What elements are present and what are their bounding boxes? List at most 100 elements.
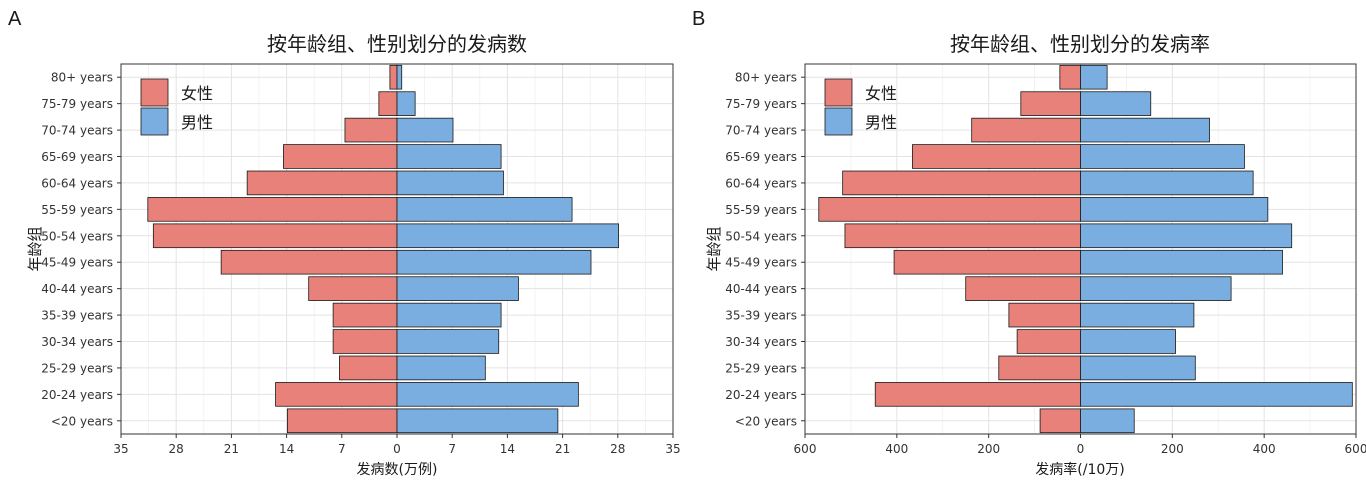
bar-female-7 [844,223,1081,249]
x-tick-label: 600 [1345,442,1366,456]
bar-male-10 [1080,144,1245,169]
bar-female-13 [1059,64,1081,90]
y-tick-label: 75-79 years [41,97,113,111]
legend-swatch-male [140,107,169,136]
legend-label-male: 男性 [181,113,213,132]
bar-male-3 [1080,329,1176,354]
x-tick-label: 28 [610,442,625,456]
y-tick-label: 60-64 years [41,176,113,190]
chart-title: 按年龄组、性别划分的发病数 [267,32,527,56]
bar-female-7 [152,223,398,249]
y-axis-label: 年龄组 [705,226,723,271]
y-tick-label: 45-49 years [41,256,113,270]
y-tick-label: 80+ years [51,71,113,85]
y-tick-label: <20 years [735,414,797,428]
x-tick-label: 600 [794,442,817,456]
y-tick-label: 40-44 years [41,282,113,296]
x-tick-label: 400 [885,442,908,456]
y-tick-label: 70-74 years [41,124,113,138]
x-tick-label: 14 [279,442,294,456]
chart-panel-a: <20 years 20-24 years 25-29 years 30-34 yea… [26,32,681,478]
x-tick-label: 400 [1253,442,1276,456]
bar-female-3 [1016,329,1081,354]
y-tick-label: 35-39 years [725,309,797,323]
legend-label-female: 女性 [865,84,897,103]
bar-female-5 [308,276,398,301]
y-tick-label: 65-69 years [725,150,797,164]
bar-female-1 [874,382,1081,407]
bar-female-0 [286,408,398,434]
bar-female-8 [818,197,1081,222]
legend-swatch-male [824,107,853,136]
x-tick-label: 21 [555,442,570,456]
bar-female-12 [378,91,398,116]
legend-swatch-female [824,78,853,107]
y-tick-label: 70-74 years [725,124,797,138]
chart-panel-b: <20 years 20-24 years 25-29 years 30-34 yea… [705,32,1366,478]
bar-female-10 [283,144,398,169]
bar-male-9 [1080,170,1254,196]
x-tick-label: 28 [169,442,184,456]
bar-female-2 [339,355,398,381]
bar-male-3 [396,329,500,354]
bar-male-1 [1080,382,1353,407]
y-tick-label: 50-54 years [41,229,113,243]
y-tick-label: 25-29 years [725,361,797,375]
y-tick-label: 55-59 years [41,203,113,217]
y-tick-label: 40-44 years [725,282,797,296]
y-tick-label: 30-34 years [41,335,113,349]
bar-male-4 [1080,302,1195,328]
bar-female-3 [332,329,398,354]
bar-female-9 [246,170,398,196]
bar-male-9 [396,170,504,196]
x-tick-label: 0 [393,442,401,456]
bar-female-12 [1020,91,1081,116]
bar-male-8 [396,197,573,222]
bar-male-12 [1080,91,1152,116]
bar-male-11 [396,117,454,143]
x-tick-label: 200 [1161,442,1184,456]
bar-female-13 [389,64,398,90]
bar-female-4 [1008,302,1081,328]
legend-swatch-female [140,78,169,107]
y-tick-label: 45-49 years [725,256,797,270]
bar-male-12 [396,91,416,116]
legend-label-female: 女性 [181,84,213,103]
bar-male-13 [396,64,403,90]
y-tick-label: <20 years [51,414,113,428]
y-tick-label: 55-59 years [725,203,797,217]
bar-male-5 [396,276,519,301]
y-tick-label: 60-64 years [725,176,797,190]
y-tick-label: 30-34 years [725,335,797,349]
x-tick-label: 14 [500,442,515,456]
bar-female-11 [971,117,1081,143]
y-tick-label: 65-69 years [41,150,113,164]
bar-male-11 [1080,117,1210,143]
bar-female-2 [998,355,1081,381]
y-tick-label: 75-79 years [725,97,797,111]
panel-label-b: B [692,8,706,30]
y-tick-label: 25-29 years [41,361,113,375]
x-axis-label: 发病数(万例) [357,462,438,478]
bar-male-7 [1080,223,1293,249]
bar-male-6 [396,249,592,275]
bar-male-10 [396,144,502,169]
bar-male-13 [1080,64,1108,90]
bar-female-8 [147,197,398,222]
x-tick-label: 0 [1077,442,1085,456]
y-tick-label: 20-24 years [41,388,113,402]
bar-female-0 [1039,408,1081,434]
bar-male-2 [1080,355,1196,381]
bar-male-4 [396,302,502,328]
y-tick-label: 20-24 years [725,388,797,402]
bar-male-8 [1080,197,1269,222]
bar-female-1 [275,382,398,407]
bar-male-7 [396,223,619,249]
legend-label-male: 男性 [865,113,897,132]
y-tick-label: 35-39 years [41,309,113,323]
bar-male-0 [1080,408,1135,434]
y-tick-label: 50-54 years [725,229,797,243]
y-axis-label: 年龄组 [26,226,44,271]
bar-male-2 [396,355,486,381]
